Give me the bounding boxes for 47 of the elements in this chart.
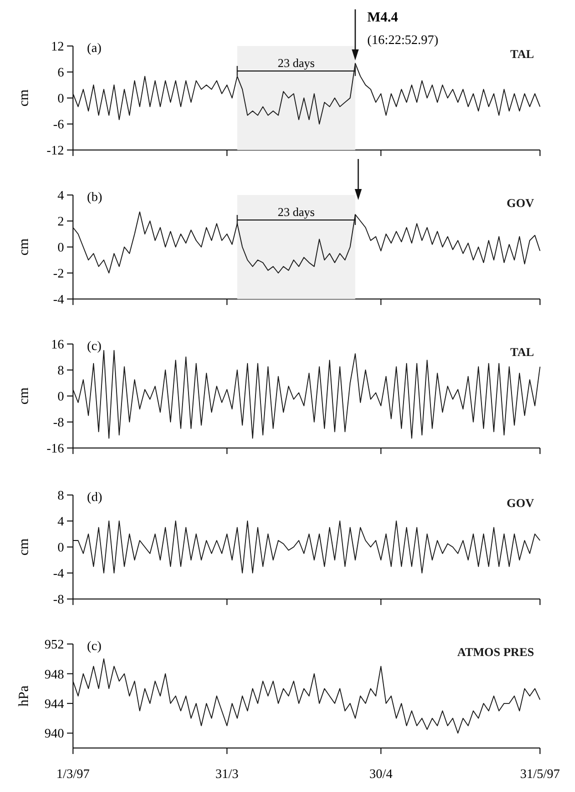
y-axis-title: hPa bbox=[17, 684, 32, 706]
y-axis-title: cm bbox=[17, 238, 32, 256]
x-tick-label: 30/4 bbox=[369, 766, 393, 781]
y-tick-label: -4 bbox=[53, 292, 64, 307]
y-tick-label: 0 bbox=[58, 90, 64, 106]
text: GOV bbox=[506, 196, 534, 210]
chart-title: (a) bbox=[87, 40, 102, 55]
y-tick-label: 0 bbox=[58, 540, 64, 555]
x-tick-label: 31/3 bbox=[215, 766, 239, 781]
y-tick-label: 940 bbox=[44, 726, 64, 741]
y-tick-label: 0 bbox=[58, 388, 64, 404]
x-tick-label: 31/5/97 bbox=[520, 766, 560, 781]
chart-title: (c) bbox=[87, 338, 102, 353]
x-tick-label: 1/3/97 bbox=[56, 766, 90, 781]
series-label: TAL bbox=[510, 345, 534, 359]
text: TAL bbox=[510, 47, 534, 61]
y-tick-label: -16 bbox=[46, 440, 64, 456]
y-tick-label: 8 bbox=[58, 488, 64, 503]
y-tick-label: -6 bbox=[53, 116, 64, 132]
chart-title: (b) bbox=[87, 189, 102, 204]
y-tick-label: 0 bbox=[58, 240, 64, 255]
y-axis-title: cm bbox=[17, 387, 32, 405]
annotation: (16:22:52.97) bbox=[367, 32, 438, 47]
y-tick-label: 944 bbox=[44, 696, 64, 711]
band-label: 23 days bbox=[278, 204, 316, 219]
y-tick-label: 16 bbox=[51, 336, 64, 352]
y-tick-label: 4 bbox=[58, 188, 64, 203]
chart-title: (c) bbox=[87, 638, 102, 653]
y-tick-label: -12 bbox=[46, 142, 64, 158]
y-tick-label: 948 bbox=[44, 666, 64, 682]
y-tick-label: 6 bbox=[58, 64, 64, 80]
y-tick-label: -8 bbox=[53, 414, 64, 430]
chart-title: (d) bbox=[87, 489, 102, 504]
y-tick-label: 8 bbox=[58, 362, 64, 378]
y-tick-label: 2 bbox=[58, 214, 64, 229]
y-tick-label: -2 bbox=[53, 266, 64, 281]
band-label: 23 days bbox=[278, 56, 316, 70]
y-tick-label: 12 bbox=[51, 38, 64, 54]
y-axis-title: cm bbox=[17, 538, 32, 556]
series-label: GOV bbox=[506, 496, 534, 510]
y-axis-title: cm bbox=[17, 89, 32, 107]
y-tick-label: 952 bbox=[44, 636, 64, 652]
y-tick-label: -4 bbox=[53, 566, 64, 581]
y-tick-label: 4 bbox=[58, 514, 64, 529]
annotation: M4.4 bbox=[367, 10, 398, 26]
text: ATMOS PRES bbox=[457, 645, 534, 659]
y-tick-label: -8 bbox=[53, 592, 64, 607]
